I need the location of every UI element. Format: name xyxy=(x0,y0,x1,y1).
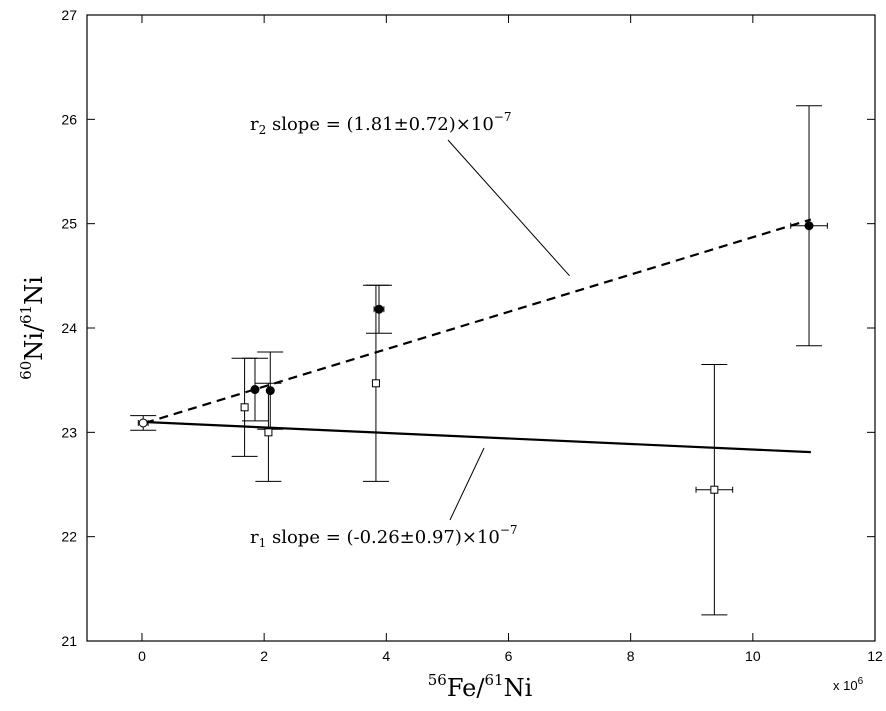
y-axis-label: 60Ni/61Ni xyxy=(17,276,48,380)
x-axis-label-pre: 56 xyxy=(428,671,447,689)
y-tick-label: 25 xyxy=(61,216,77,232)
annotation-r2: r2 slope = (1.81±0.72)×10−7 xyxy=(250,110,511,137)
annotation-r1-pointer xyxy=(449,447,485,521)
x-multiplier-exp: 6 xyxy=(858,676,864,687)
marker-open-square xyxy=(371,379,380,388)
annotation-r2-pointer xyxy=(447,139,570,277)
data-point xyxy=(255,382,282,482)
marker-filled-circle xyxy=(804,221,814,231)
marker-open-square xyxy=(710,485,719,494)
y-tick-label: 23 xyxy=(61,424,77,440)
x-tick-label: 0 xyxy=(138,648,146,664)
y-axis-label-pre: 60 xyxy=(17,361,35,380)
x-multiplier: x 106 xyxy=(833,676,864,693)
x-tick-label: 8 xyxy=(627,648,635,664)
data-point xyxy=(257,351,284,430)
x-tick-label: 4 xyxy=(382,648,390,664)
x-axis-label: 56Fe/61Ni xyxy=(428,671,533,702)
marker-filled-circle xyxy=(250,385,260,395)
marker-filled-circle xyxy=(374,304,384,314)
data-point xyxy=(231,357,258,457)
marker-open-square xyxy=(240,403,249,412)
x-tick-label: 2 xyxy=(260,648,268,664)
annotation-r2-text: slope = (1.81±0.72)×10 xyxy=(266,114,494,135)
x-multiplier-text: x 10 xyxy=(833,678,858,693)
data-point xyxy=(695,364,734,616)
y-axis-label-a: Ni/ xyxy=(20,323,48,361)
x-axis-label-b: Ni xyxy=(504,674,533,702)
x-axis-label-a: Fe/ xyxy=(447,674,486,702)
marker-open-square xyxy=(264,428,273,437)
y-tick-label: 27 xyxy=(61,7,77,23)
y-axis-label-b: Ni xyxy=(20,276,48,305)
x-tick-label: 12 xyxy=(867,648,883,664)
y-tick-label: 26 xyxy=(61,111,77,127)
data-point xyxy=(241,357,268,422)
data-point xyxy=(365,284,392,334)
fit-line-r1 xyxy=(141,420,811,454)
annotation-r1-text: slope = (-0.26±0.97)×10 xyxy=(266,527,500,548)
data-point xyxy=(790,105,828,347)
annotation-r2-exp: −7 xyxy=(494,110,512,124)
x-tick-label: 6 xyxy=(505,648,513,664)
y-tick-label: 21 xyxy=(61,633,77,649)
marker-open-circle xyxy=(138,418,148,428)
x-axis-label-sup: 61 xyxy=(484,671,503,689)
annotation-r1-exp: −7 xyxy=(500,523,518,537)
annotation-r2-sub: 2 xyxy=(259,123,267,137)
fit-line-r2 xyxy=(144,218,812,424)
y-axis-label-sup: 61 xyxy=(17,305,35,324)
annotation-r1-r: r xyxy=(250,527,259,548)
data-points xyxy=(130,105,828,616)
data-point xyxy=(130,415,157,431)
annotation-r1: r1 slope = (-0.26±0.97)×10−7 xyxy=(250,523,518,550)
marker-filled-circle xyxy=(265,386,275,396)
x-tick-label: 10 xyxy=(745,648,761,664)
data-point xyxy=(362,284,389,482)
y-tick-label: 22 xyxy=(61,529,77,545)
annotation-r1-sub: 1 xyxy=(259,536,267,550)
y-tick-label: 24 xyxy=(61,320,77,336)
fit-lines xyxy=(141,218,812,454)
annotation-r2-r: r xyxy=(250,114,259,135)
